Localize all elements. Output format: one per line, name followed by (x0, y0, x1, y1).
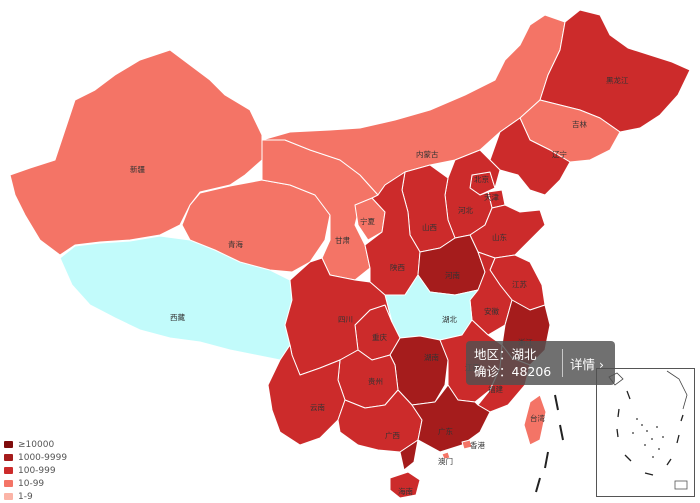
legend-item[interactable]: 100-999 (4, 464, 67, 477)
label-tianjin: 天津 (484, 193, 499, 202)
inset-map (608, 370, 688, 490)
legend-item[interactable]: 1-9 (4, 490, 67, 503)
province-labels: 新疆 西藏 青海 甘肃 内蒙古 黑龙江 吉林 辽宁 北京 河北 天津 山西 山东… (130, 75, 629, 496)
label-beijing: 北京 (474, 174, 489, 184)
tooltip-region: 地区：湖北 (474, 347, 537, 362)
legend: ≥10000 1000-9999 100-999 10-99 1-9 (4, 438, 67, 503)
tooltip-confirmed: 确诊：48206 (474, 364, 552, 379)
label-fujian: 福建 (488, 384, 503, 394)
province-qinghai[interactable] (181, 179, 331, 273)
legend-swatch (4, 454, 13, 461)
label-jiangsu: 江苏 (512, 279, 527, 289)
label-liaoning: 辽宁 (552, 149, 567, 159)
label-shanxi: 山西 (422, 222, 437, 232)
legend-swatch (4, 441, 13, 448)
label-guangdong: 广东 (438, 426, 453, 436)
label-qinghai: 青海 (228, 239, 243, 249)
label-heilongjiang: 黑龙江 (606, 75, 629, 85)
guangdong-peninsula (399, 439, 419, 471)
legend-swatch (4, 467, 13, 474)
legend-swatch (4, 493, 13, 500)
label-guangxi: 广西 (385, 430, 400, 440)
boundary-dash-lines (535, 394, 564, 493)
region-tooltip: 地区：湖北 确诊：48206 详情 › (466, 341, 615, 385)
legend-item[interactable]: 1000-9999 (4, 451, 67, 464)
province-macau[interactable] (441, 451, 451, 460)
province-anhui[interactable] (469, 251, 513, 336)
label-xizang: 西藏 (170, 312, 185, 322)
label-yunnan: 云南 (310, 402, 325, 412)
label-anhui: 安徽 (484, 306, 499, 316)
label-henan: 河南 (445, 270, 460, 280)
legend-label: ≥10000 (18, 439, 55, 450)
label-guizhou: 贵州 (368, 376, 383, 386)
tooltip-divider (562, 349, 563, 377)
label-neimenggu: 内蒙古 (416, 149, 439, 159)
label-hubei: 湖北 (442, 315, 457, 324)
tooltip-detail-link[interactable]: 详情 › (570, 354, 604, 373)
chevron-right-icon: › (599, 357, 604, 372)
label-hunan: 湖南 (424, 352, 439, 362)
legend-swatch (4, 480, 13, 487)
legend-label: 1-9 (18, 491, 33, 502)
label-chongqing: 重庆 (372, 332, 387, 342)
legend-label: 10-99 (18, 478, 45, 489)
label-hongkong: 香港 (470, 440, 485, 450)
legend-item[interactable]: 10-99 (4, 477, 67, 490)
label-taiwan: 台湾 (530, 413, 545, 423)
label-shaanxi: 陕西 (390, 262, 405, 272)
label-sichuan: 四川 (338, 315, 353, 324)
tooltip-detail-label: 详情 (570, 357, 596, 372)
province-hongkong[interactable] (461, 439, 473, 450)
province-taiwan[interactable] (523, 394, 547, 446)
south-china-sea-inset (596, 368, 695, 497)
legend-label: 100-999 (18, 465, 56, 476)
legend-item[interactable]: ≥10000 (4, 438, 67, 451)
province-hainan[interactable] (389, 471, 421, 499)
label-ningxia: 宁夏 (360, 216, 375, 226)
label-hainan: 海南 (398, 486, 413, 496)
label-macau: 澳门 (438, 456, 453, 466)
label-xinjiang: 新疆 (130, 164, 145, 174)
legend-label: 1000-9999 (18, 452, 68, 463)
label-gansu: 甘肃 (335, 235, 350, 245)
label-shandong: 山东 (492, 232, 507, 242)
label-jilin: 吉林 (572, 119, 587, 129)
label-hebei: 河北 (458, 206, 473, 215)
